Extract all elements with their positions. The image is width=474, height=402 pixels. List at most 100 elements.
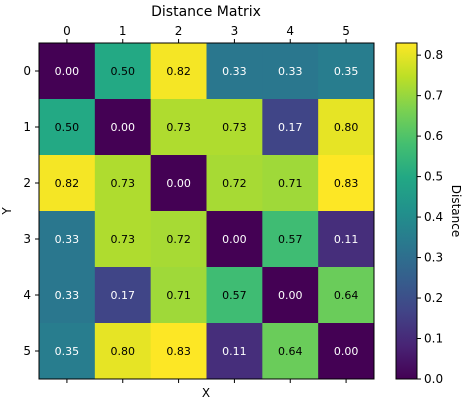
colorbar-label: Distance	[449, 185, 463, 237]
heatmap-cell-0-3	[206, 43, 263, 100]
heatmap-cell-4-5	[318, 267, 375, 324]
cell-value-label: 0.00	[166, 177, 191, 190]
colorbar-tick-label: 0.5	[424, 170, 443, 184]
heatmap-cell-5-2	[150, 323, 207, 380]
colorbar-frame	[395, 42, 418, 380]
heatmap-cell-2-0	[39, 155, 96, 212]
colorbar-tick-label: 0.1	[424, 332, 443, 346]
cell-value-label: 0.50	[55, 121, 80, 134]
cell-value-label: 0.00	[278, 289, 303, 302]
heatmap-cell-1-4	[262, 99, 319, 156]
y-tick-label: 1	[23, 120, 31, 134]
heatmap-cell-3-1	[94, 211, 152, 268]
heatmap-cell-1-3	[206, 99, 263, 156]
x-tick-label: 4	[286, 24, 294, 38]
x-tick-label: 5	[342, 24, 350, 38]
chart-title: Distance Matrix	[151, 4, 261, 20]
cell-value-label: 0.00	[222, 233, 247, 246]
heatmap-cell-4-1	[94, 267, 152, 324]
x-axis-label: X	[202, 386, 210, 400]
colorbar-tick-label: 0.4	[424, 210, 443, 224]
cell-value-label: 0.73	[222, 121, 247, 134]
cell-value-label: 0.35	[55, 345, 80, 358]
cell-value-label: 0.72	[166, 233, 191, 246]
colorbar-tick-label: 0.7	[424, 89, 443, 103]
cell-value-label: 0.83	[334, 177, 359, 190]
cell-value-label: 0.82	[166, 65, 191, 78]
heatmap-cells: 0.00 0.50 0.82 0.33 0.33 0.35 0.50 0.00 0.73 0.73…	[39, 43, 375, 380]
heatmap-cell-3-2	[150, 211, 207, 268]
x-axis-ticks: 0 1 2 3 4 5	[63, 24, 350, 383]
heatmap-cell-1-0	[39, 99, 96, 156]
heatmap-cell-0-2	[150, 43, 207, 100]
heatmap-cell-2-3	[206, 155, 263, 212]
cell-value-label: 0.33	[278, 65, 303, 78]
heatmap-cell-3-0	[39, 211, 96, 268]
heatmap-cell-3-5	[318, 211, 375, 268]
heatmap-cell-5-5	[318, 323, 375, 380]
cell-value-label: 0.17	[278, 121, 303, 134]
heatmap-cell-1-5	[318, 99, 375, 156]
x-tick-label: 0	[63, 24, 71, 38]
y-axis-label: Y	[0, 207, 14, 216]
cell-value-label: 0.00	[55, 65, 80, 78]
y-tick-label: 4	[23, 288, 31, 302]
cell-value-label: 0.80	[111, 345, 136, 358]
colorbar-tick-label: 0.3	[424, 251, 443, 265]
y-axis-ticks: 0 1 2 3 4 5	[23, 64, 39, 358]
cell-value-label: 0.80	[334, 121, 359, 134]
cell-value-label: 0.57	[222, 289, 247, 302]
x-tick-label: 2	[175, 24, 183, 38]
heatmap-cell-0-5	[318, 43, 375, 100]
heatmap-cell-2-5	[318, 155, 375, 212]
heatmap-cell-0-1	[94, 43, 152, 100]
y-tick-label: 0	[23, 64, 31, 78]
cell-value-label: 0.83	[166, 345, 191, 358]
cell-value-label: 0.71	[278, 177, 303, 190]
colorbar	[396, 43, 417, 379]
x-tick-label: 3	[231, 24, 239, 38]
cell-value-label: 0.33	[222, 65, 247, 78]
y-tick-label: 2	[23, 176, 31, 190]
cell-value-label: 0.35	[334, 65, 359, 78]
y-tick-label: 5	[23, 344, 31, 358]
heatmap-cell-3-4	[262, 211, 319, 268]
cell-value-label: 0.33	[55, 233, 80, 246]
plot-frame	[38, 42, 375, 380]
cell-value-label: 0.00	[111, 121, 136, 134]
heatmap-cell-4-3	[206, 267, 263, 324]
cell-value-label: 0.73	[111, 177, 136, 190]
colorbar-tick-label: 0.8	[424, 48, 443, 62]
cell-value-label: 0.73	[111, 233, 136, 246]
colorbar-ticks: 0.0 0.1 0.2 0.3 0.4 0.5 0.6 0.7 0.8	[417, 48, 443, 386]
cell-value-label: 0.73	[166, 121, 191, 134]
heatmap-cell-5-0	[39, 323, 96, 380]
heatmap-cell-1-2	[150, 99, 207, 156]
cell-value-label: 0.11	[222, 345, 247, 358]
y-tick-label: 3	[23, 232, 31, 246]
heatmap-cell-5-4	[262, 323, 319, 380]
heatmap-cell-5-3	[206, 323, 263, 380]
cell-value-label: 0.50	[111, 65, 136, 78]
heatmap-cell-2-1	[94, 155, 152, 212]
colorbar-tick-label: 0.2	[424, 291, 443, 305]
cell-value-label: 0.82	[55, 177, 80, 190]
heatmap-cell-3-3	[206, 211, 263, 268]
cell-value-label: 0.11	[334, 233, 359, 246]
heatmap-cell-0-4	[262, 43, 319, 100]
cell-value-label: 0.57	[278, 233, 303, 246]
cell-value-label: 0.33	[55, 289, 80, 302]
colorbar-tick-label: 0.6	[424, 129, 443, 143]
x-tick-label: 1	[119, 24, 127, 38]
heatmap-cell-2-2	[150, 155, 207, 212]
cell-value-label: 0.64	[334, 289, 359, 302]
heatmap-cell-0-0	[39, 43, 96, 100]
colorbar-tick-label: 0.0	[424, 372, 443, 386]
heatmap-cell-2-4	[262, 155, 319, 212]
heatmap-cell-4-4	[262, 267, 319, 324]
heatmap-cell-4-0	[39, 267, 96, 324]
heatmap-cell-5-1	[94, 323, 152, 380]
cell-value-label: 0.72	[222, 177, 247, 190]
cell-value-label: 0.00	[334, 345, 359, 358]
